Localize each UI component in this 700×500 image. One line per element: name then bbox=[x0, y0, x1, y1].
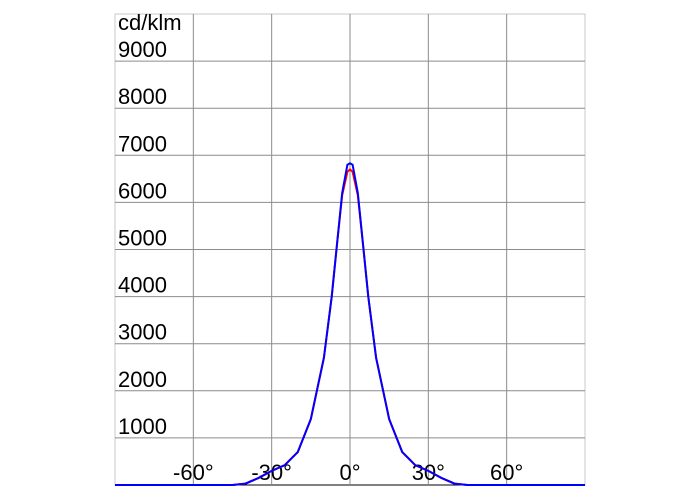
x-tick-label: 30° bbox=[412, 460, 445, 485]
y-tick-label: 2000 bbox=[118, 367, 167, 392]
data-line bbox=[115, 162, 585, 486]
x-tick-label: 60° bbox=[490, 460, 523, 485]
y-tick-label: 8000 bbox=[118, 84, 167, 109]
y-tick-label: 9000 bbox=[118, 37, 167, 62]
y-tick-label: 6000 bbox=[118, 178, 167, 203]
y-tick-label: 5000 bbox=[118, 226, 167, 251]
y-tick-label: 1000 bbox=[118, 414, 167, 439]
x-tick-label: 0° bbox=[339, 460, 360, 485]
y-tick-label: 3000 bbox=[118, 320, 167, 345]
y-tick-label: 4000 bbox=[118, 273, 167, 298]
x-tick-label: -60° bbox=[173, 460, 214, 485]
y-axis-label: cd/klm bbox=[118, 10, 182, 35]
y-tick-label: 7000 bbox=[118, 131, 167, 156]
